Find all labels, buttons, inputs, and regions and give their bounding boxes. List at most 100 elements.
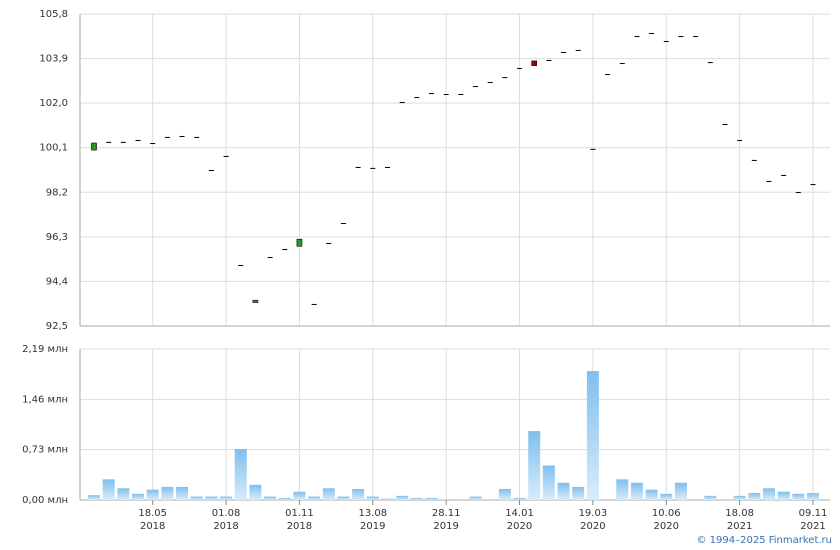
candle [106,141,112,143]
volume-bar [249,484,262,500]
candle [311,303,317,305]
candle [517,67,523,69]
candle [561,52,567,54]
volume-bar [807,493,819,500]
volume-bar [234,448,247,500]
candle [384,166,390,168]
x-tick-label: 14.01 2020 [505,508,534,532]
x-tick-label: 09.11 2021 [798,508,828,532]
candle [238,265,244,267]
volume-bar [792,493,805,500]
volume-bar [366,496,379,500]
volume-bar [528,431,541,500]
volume-bar [616,479,629,500]
volume-bar [557,482,570,500]
y-tick-label: 105,8 [39,9,68,20]
y-tick-label: 94,4 [46,276,68,287]
candle [693,36,699,38]
candle [150,143,156,145]
y-tick-label: 0,00 млн [22,495,68,506]
volume-bar [176,486,189,500]
candle [120,141,126,143]
candle [678,36,684,38]
candle [546,59,552,61]
volume-bar [396,495,409,500]
candle [458,93,464,95]
volume-bar [674,482,687,500]
volume-bar [337,496,350,500]
volume-bar [630,482,643,500]
volume-bar [572,486,585,500]
volume-bar [88,495,100,500]
y-tick-label: 96,3 [46,232,68,243]
volume-bar [381,498,394,500]
candle [282,249,288,251]
candle [810,184,816,186]
candle [590,148,596,150]
x-tick-label: 13.08 2019 [358,508,388,532]
volume-bar [469,496,482,500]
volume-bar [352,488,365,500]
y-tick-label: 1,46 млн [22,394,68,405]
candle [414,97,420,99]
copyright: © 1994–2025 Finmarket.ru [696,535,832,546]
volume-bar [264,496,277,500]
x-tick-label: 19.03 2020 [578,508,608,532]
candle [223,155,229,157]
candle [634,36,640,38]
candle [355,166,361,168]
volume-bar [601,499,614,500]
volume-bar [498,488,511,500]
volume-bar [161,486,174,500]
candle [267,257,273,259]
candle [473,86,479,88]
volume-bar [748,493,761,500]
volume-bar [190,496,203,500]
candle [575,49,581,51]
volume-bar [425,497,438,500]
volume-bar [278,497,291,500]
x-tick-label: 28.11 2019 [431,508,461,532]
volume-bar [308,496,321,500]
y-tick-label: 98,2 [46,187,68,198]
candle [502,77,508,79]
volume-bar [410,497,423,500]
volume-bar [645,489,658,500]
candle [135,139,141,141]
candle [296,238,303,247]
volume-bar [660,493,673,500]
volume-bar [132,493,145,500]
candle [766,181,772,183]
volume-bar [733,495,746,500]
candle [663,40,669,42]
candle [619,63,625,65]
y-tick-label: 102,0 [39,98,68,109]
volume-bar [777,491,790,500]
volume-bar [102,479,115,500]
candle [370,167,376,169]
candle [428,93,434,95]
candle [487,82,493,84]
candle [737,139,743,141]
volume-bar [440,499,453,500]
volume-bar [689,499,702,500]
candle [340,223,346,225]
y-tick-label: 100,1 [39,143,68,154]
candle [605,74,611,76]
x-tick-label: 10.06 2020 [651,508,681,532]
x-tick-label: 18.05 2018 [138,508,167,532]
candle [781,174,787,176]
candle [91,142,97,151]
y-tick-label: 0,73 млн [22,445,68,456]
candle [164,136,170,138]
volume-bar [220,496,233,500]
volume-bar [586,371,599,500]
candle [399,101,405,103]
x-tick-label: 18.08 2021 [725,508,754,532]
volume-bar [542,465,555,500]
candle [443,93,449,95]
candle [707,62,713,64]
volume-bar [484,499,497,500]
volume-bar [762,488,775,500]
